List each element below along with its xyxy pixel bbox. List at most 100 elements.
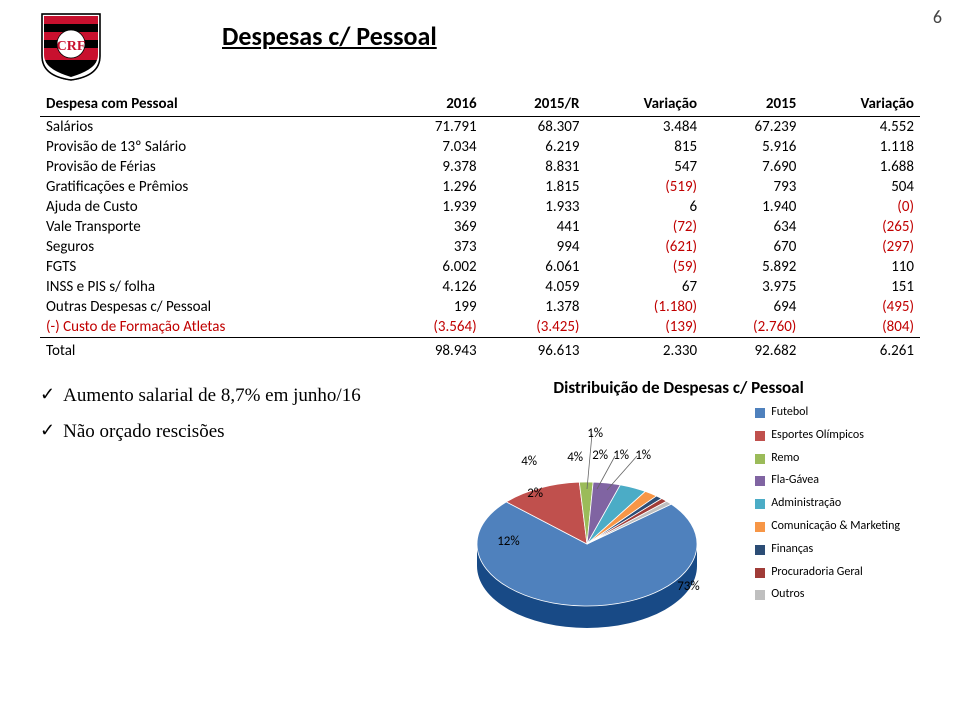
- bullet-text: Aumento salarial de 8,7% em junho/16: [63, 385, 361, 407]
- row-label: Total: [40, 338, 383, 362]
- page-number: 6: [933, 6, 942, 28]
- row-label: Provisão de 13º Salário: [40, 137, 383, 157]
- cell: 793: [703, 177, 802, 197]
- distribution-chart: Distribuição de Despesas c/ Pessoal 73% 1…: [437, 377, 920, 667]
- cell: (265): [802, 217, 920, 237]
- cell: 7.690: [703, 157, 802, 177]
- cell: 3.484: [585, 117, 703, 138]
- table-row: Vale Transporte369441(72)634(265): [40, 217, 920, 237]
- cell: (1.180): [585, 297, 703, 317]
- cell: 1.118: [802, 137, 920, 157]
- legend-label: Remo: [771, 452, 799, 466]
- cell: 5.916: [703, 137, 802, 157]
- cell: 1.688: [802, 157, 920, 177]
- table-row: INSS e PIS s/ folha4.1264.059673.975151: [40, 277, 920, 297]
- row-label: Vale Transporte: [40, 217, 383, 237]
- pie-slice-label: 12%: [497, 534, 519, 549]
- cell: (495): [802, 297, 920, 317]
- table-header: 2015: [703, 92, 802, 117]
- table-row: Outras Despesas c/ Pessoal1991.378(1.180…: [40, 297, 920, 317]
- pie-slice-label: 73%: [677, 579, 699, 594]
- check-icon: ✓: [40, 385, 55, 403]
- cell: (0): [802, 197, 920, 217]
- cell: (297): [802, 237, 920, 257]
- legend-swatch: [755, 568, 765, 578]
- check-icon: ✓: [40, 421, 55, 439]
- legend-item: Fla-Gávea: [755, 474, 900, 488]
- legend-label: Comunicação & Marketing: [771, 520, 900, 534]
- cell: 1.296: [383, 177, 482, 197]
- legend-item: Esportes Olímpicos: [755, 429, 900, 443]
- legend-swatch: [755, 499, 765, 509]
- table-header: 2016: [383, 92, 482, 117]
- row-label: (-) Custo de Formação Atletas: [40, 317, 383, 338]
- cell: 71.791: [383, 117, 482, 138]
- legend-item: Remo: [755, 452, 900, 466]
- pie-slice-label: 1%: [635, 448, 651, 463]
- cell: 2.330: [585, 338, 703, 362]
- cell: 1.933: [483, 197, 586, 217]
- cell: (3.564): [383, 317, 482, 338]
- svg-text:CRF: CRF: [57, 39, 86, 54]
- legend-label: Finanças: [771, 543, 813, 557]
- cell: 5.892: [703, 257, 802, 277]
- cell: 547: [585, 157, 703, 177]
- pie-slice-label: 4%: [521, 454, 537, 469]
- cell: 1.939: [383, 197, 482, 217]
- table-header: Despesa com Pessoal: [40, 92, 383, 117]
- bullet-list: ✓ Aumento salarial de 8,7% em junho/16 ✓ Nã…: [40, 377, 427, 667]
- cell: 68.307: [483, 117, 586, 138]
- legend-swatch: [755, 476, 765, 486]
- cell: (2.760): [703, 317, 802, 338]
- row-label: Outras Despesas c/ Pessoal: [40, 297, 383, 317]
- legend-item: Futebol: [755, 406, 900, 420]
- cell: 6.002: [383, 257, 482, 277]
- cell: 369: [383, 217, 482, 237]
- cell: 670: [703, 237, 802, 257]
- legend-swatch: [755, 454, 765, 464]
- table-row: (-) Custo de Formação Atletas(3.564)(3.4…: [40, 317, 920, 338]
- table-row: Seguros373994(621)670(297): [40, 237, 920, 257]
- cell: 110: [802, 257, 920, 277]
- cell: 994: [483, 237, 586, 257]
- legend-item: Administração: [755, 497, 900, 511]
- pie-slice-label: 1%: [613, 448, 629, 463]
- legend-swatch: [755, 545, 765, 555]
- legend-label: Futebol: [771, 406, 808, 420]
- cell: (621): [585, 237, 703, 257]
- row-label: Seguros: [40, 237, 383, 257]
- cell: 92.682: [703, 338, 802, 362]
- cell: 96.613: [483, 338, 586, 362]
- cell: 634: [703, 217, 802, 237]
- cell: 67: [585, 277, 703, 297]
- legend-label: Administração: [771, 497, 841, 511]
- page-header: CRF Despesas c/ Pessoal: [40, 10, 920, 82]
- table-header: Variação: [585, 92, 703, 117]
- cell: 67.239: [703, 117, 802, 138]
- cell: 9.378: [383, 157, 482, 177]
- bullet-item: ✓ Não orçado rescisões: [40, 421, 427, 443]
- cell: 6.261: [802, 338, 920, 362]
- cell: 1.940: [703, 197, 802, 217]
- table-total-row: Total98.94396.6132.33092.6826.261: [40, 338, 920, 362]
- cell: (3.425): [483, 317, 586, 338]
- cell: 4.552: [802, 117, 920, 138]
- cell: 6.061: [483, 257, 586, 277]
- table-row: FGTS6.0026.061(59)5.892110: [40, 257, 920, 277]
- cell: 6.219: [483, 137, 586, 157]
- legend-swatch: [755, 522, 765, 532]
- pie-slice-label: 2%: [527, 486, 543, 501]
- bullet-text: Não orçado rescisões: [63, 421, 224, 443]
- cell: 815: [585, 137, 703, 157]
- legend-swatch: [755, 408, 765, 418]
- legend-label: Esportes Olímpicos: [771, 429, 864, 443]
- flamengo-logo: CRF: [40, 10, 102, 82]
- table-row: Provisão de 13º Salário7.0346.2198155.91…: [40, 137, 920, 157]
- table-header: Variação: [802, 92, 920, 117]
- cell: (139): [585, 317, 703, 338]
- bullet-item: ✓ Aumento salarial de 8,7% em junho/16: [40, 385, 427, 407]
- cell: 694: [703, 297, 802, 317]
- chart-title: Distribuição de Despesas c/ Pessoal: [437, 377, 920, 398]
- cell: 7.034: [383, 137, 482, 157]
- cell: 1.815: [483, 177, 586, 197]
